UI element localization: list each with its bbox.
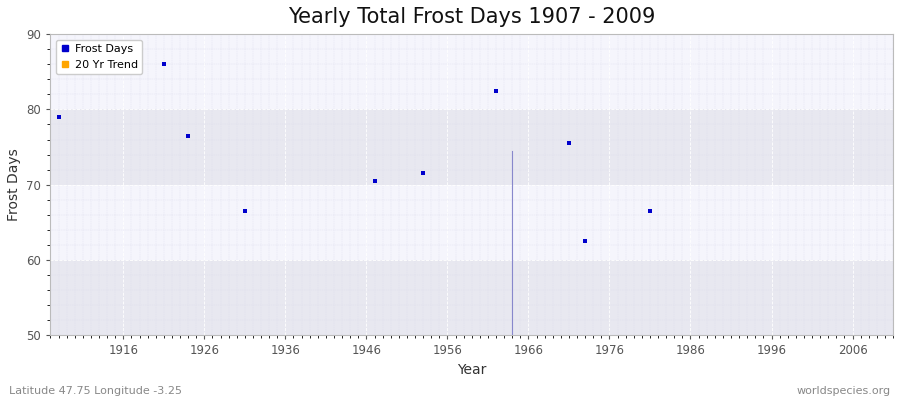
Point [643, 208, 657, 214]
Point [489, 87, 503, 94]
Legend: Frost Days, 20 Yr Trend: Frost Days, 20 Yr Trend [56, 40, 142, 74]
Point [181, 132, 195, 139]
Point [562, 140, 576, 146]
Bar [50, 110, 893, 185]
Point [416, 170, 430, 177]
Point [238, 208, 252, 214]
Point [578, 238, 592, 244]
Title: Yearly Total Frost Days 1907 - 2009: Yearly Total Frost Days 1907 - 2009 [288, 7, 655, 27]
Bar [50, 34, 893, 110]
Y-axis label: Frost Days: Frost Days [7, 148, 21, 221]
Text: worldspecies.org: worldspecies.org [796, 386, 891, 396]
Bar [50, 260, 893, 336]
X-axis label: Year: Year [457, 363, 486, 377]
Point [367, 178, 382, 184]
Text: Latitude 47.75 Longitude -3.25: Latitude 47.75 Longitude -3.25 [9, 386, 182, 396]
Point [157, 61, 171, 67]
Bar [50, 185, 893, 260]
Point [51, 114, 66, 120]
